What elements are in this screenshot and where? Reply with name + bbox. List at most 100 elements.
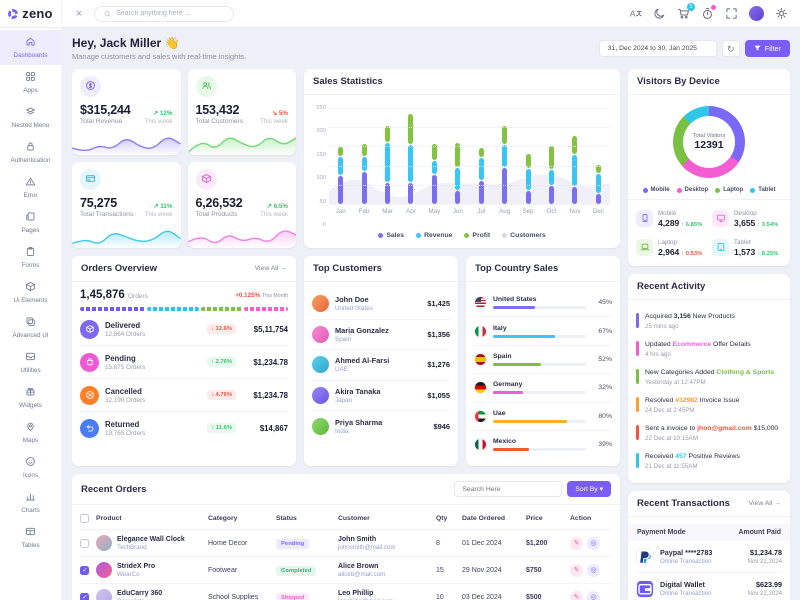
user-avatar[interactable] <box>749 6 764 21</box>
donut-legend-item[interactable]: Tablet <box>750 187 775 193</box>
bar-column[interactable] <box>516 108 539 204</box>
filter-button[interactable]: Filter <box>744 40 790 57</box>
view-button[interactable]: ◎ <box>587 563 600 577</box>
transaction-row[interactable]: Digital Wallet Online Transaction $623.9… <box>636 572 782 600</box>
sidebar-item[interactable]: Advanced UI <box>0 310 61 345</box>
customer-avatar <box>312 295 329 313</box>
translate-icon[interactable]: A <box>629 7 642 20</box>
sidebar-item[interactable]: Apps <box>0 65 61 100</box>
sidebar-close-icon[interactable]: × <box>72 7 86 21</box>
country-sales-row[interactable]: Italy 67% <box>474 316 612 344</box>
date-range-input[interactable] <box>598 40 717 57</box>
bar-column[interactable] <box>446 108 469 204</box>
legend-item[interactable]: Sales <box>378 232 404 239</box>
donut-legend-item[interactable]: Mobile <box>642 187 670 193</box>
orders-overview-row[interactable]: Pending 15,875 Orders ↑ 2.76% $1,234.78 <box>80 345 288 378</box>
orders-overview-row[interactable]: Delivered 12,864 Orders ↓ 12.6% $5,11,75… <box>80 313 288 345</box>
donut-legend-item[interactable]: Desktop <box>676 187 708 193</box>
orders-search-input[interactable] <box>454 481 563 498</box>
country-sales-row[interactable]: Uae 80% <box>474 401 612 430</box>
sort-by-button[interactable]: Sort By <box>567 481 611 498</box>
bar-column[interactable] <box>376 108 399 204</box>
bar-column[interactable] <box>540 108 563 204</box>
device-icon <box>636 238 653 256</box>
sidebar-item[interactable]: Error <box>0 170 61 205</box>
select-all-checkbox[interactable] <box>80 514 89 524</box>
bar-column[interactable] <box>470 108 493 204</box>
view-button[interactable]: ◎ <box>587 536 600 550</box>
legend-item[interactable]: Profit <box>464 232 490 239</box>
sidebar-item[interactable]: Forms <box>0 240 61 275</box>
order-status-name: Pending <box>105 353 136 363</box>
edit-button[interactable]: ✎ <box>570 563 583 577</box>
sidebar-item[interactable]: Ui Elements <box>0 275 61 310</box>
country-sales-row[interactable]: Spain 52% <box>474 344 612 373</box>
top-customer-row[interactable]: Ahmed Al-Farsi UAE $1,276 <box>312 349 450 380</box>
global-search[interactable] <box>94 5 234 22</box>
transaction-row[interactable]: Paypal ****2783 Online Transaction $1,23… <box>636 541 782 572</box>
order-table-row[interactable]: StrideX Pro WearCo Footwear Completed Al… <box>80 556 612 583</box>
x-tick-label: Nov <box>569 208 581 215</box>
top-customer-row[interactable]: Priya Sharma India $946 <box>312 410 450 441</box>
legend-item[interactable]: Revenue <box>416 232 452 239</box>
bar-segment-revenue <box>595 174 601 194</box>
sidebar-item[interactable]: Tables <box>0 520 61 555</box>
donut-legend-item[interactable]: Laptop <box>715 187 743 193</box>
bar-column[interactable] <box>493 108 516 204</box>
sidebar-item[interactable]: Maps <box>0 415 61 450</box>
brand-logo[interactable]: zeno <box>0 0 62 27</box>
bar-column[interactable] <box>329 108 352 204</box>
country-sales-row[interactable]: Mexico 39% <box>474 429 612 458</box>
activity-color-bar <box>636 369 639 385</box>
row-checkbox[interactable] <box>80 538 89 548</box>
top-customer-row[interactable]: Akira Tanaka Japan $1,055 <box>312 379 450 411</box>
activity-item[interactable]: Received 457 Positive Reviews 21 Dec at … <box>636 447 782 475</box>
activity-item[interactable]: Resolved #32982 Invoice Issue 24 Dec at … <box>636 391 782 419</box>
bar-column[interactable] <box>587 108 610 204</box>
view-button[interactable]: ◎ <box>587 590 600 600</box>
gear-icon[interactable] <box>775 7 788 20</box>
order-date: 29 Nov 2024 <box>462 566 502 574</box>
order-table-row[interactable]: Elegance Wall Clock TechBrand Home Decor… <box>80 529 612 556</box>
sidebar-item[interactable]: Charts <box>0 485 61 520</box>
sidebar-item[interactable]: Widgets <box>0 380 61 415</box>
orders-progress-segment <box>146 307 200 311</box>
orders-overview-row[interactable]: Cancelled 32,190 Orders ↓ 4.76% $1,234.7… <box>80 378 288 411</box>
order-customer: John Smith <box>338 535 377 543</box>
edit-button[interactable]: ✎ <box>570 590 583 600</box>
dark-mode-icon[interactable] <box>653 7 666 20</box>
sidebar-item[interactable]: Nested Menu <box>0 100 61 135</box>
orders-view-all-link[interactable]: View All → <box>254 265 287 272</box>
bar-column[interactable] <box>399 108 422 204</box>
sidebar-item[interactable]: Dashboards <box>0 30 61 65</box>
sidebar-item[interactable]: Authentication <box>0 135 61 170</box>
bar-column[interactable] <box>563 108 586 204</box>
country-sales-row[interactable]: United States 45% <box>474 289 612 316</box>
top-customer-row[interactable]: John Doe United States $1,425 <box>312 289 450 319</box>
country-sales-row[interactable]: Germany 32% <box>474 373 612 401</box>
sidebar-nav: Dashboards Apps Nested Menu Authenticati… <box>0 28 62 600</box>
activity-item[interactable]: Acquired 3,156 New Products 25 mins ago <box>636 307 782 335</box>
global-search-input[interactable] <box>116 10 224 17</box>
row-checkbox[interactable] <box>80 565 89 575</box>
activity-item[interactable]: Sent a invoice to jhon@gmail.com $15,000… <box>636 419 782 447</box>
order-table-row[interactable]: EduCarry 360 DecorArts School Supplies S… <box>80 583 612 600</box>
transactions-view-all-link[interactable]: View All → <box>748 500 781 508</box>
activity-item[interactable]: Updated Ecommerce Offer Details 4 hrs ag… <box>636 335 782 363</box>
legend-item[interactable]: Customers <box>502 232 546 239</box>
top-customer-row[interactable]: Maria Gonzalez Spain $1,356 <box>312 318 450 350</box>
sidebar-item[interactable]: Icons <box>0 450 61 485</box>
activity-item[interactable]: New Categories Added Clothing & Sports Y… <box>636 363 782 391</box>
cart-icon[interactable]: 5 <box>677 3 695 20</box>
sidebar-item[interactable]: Utilities <box>0 345 61 380</box>
timer-icon[interactable] <box>701 5 716 20</box>
bar-column[interactable] <box>423 108 446 204</box>
row-checkbox[interactable] <box>80 592 89 600</box>
country-name: Spain <box>493 352 512 360</box>
edit-button[interactable]: ✎ <box>570 536 583 550</box>
history-button[interactable]: ↻ <box>721 40 740 57</box>
bar-column[interactable] <box>352 108 375 204</box>
sidebar-item[interactable]: Pages <box>0 205 61 240</box>
fullscreen-icon[interactable] <box>725 7 738 20</box>
orders-overview-row[interactable]: Returned 19,765 Orders ↑ 11.6% $14,867 <box>80 411 288 444</box>
